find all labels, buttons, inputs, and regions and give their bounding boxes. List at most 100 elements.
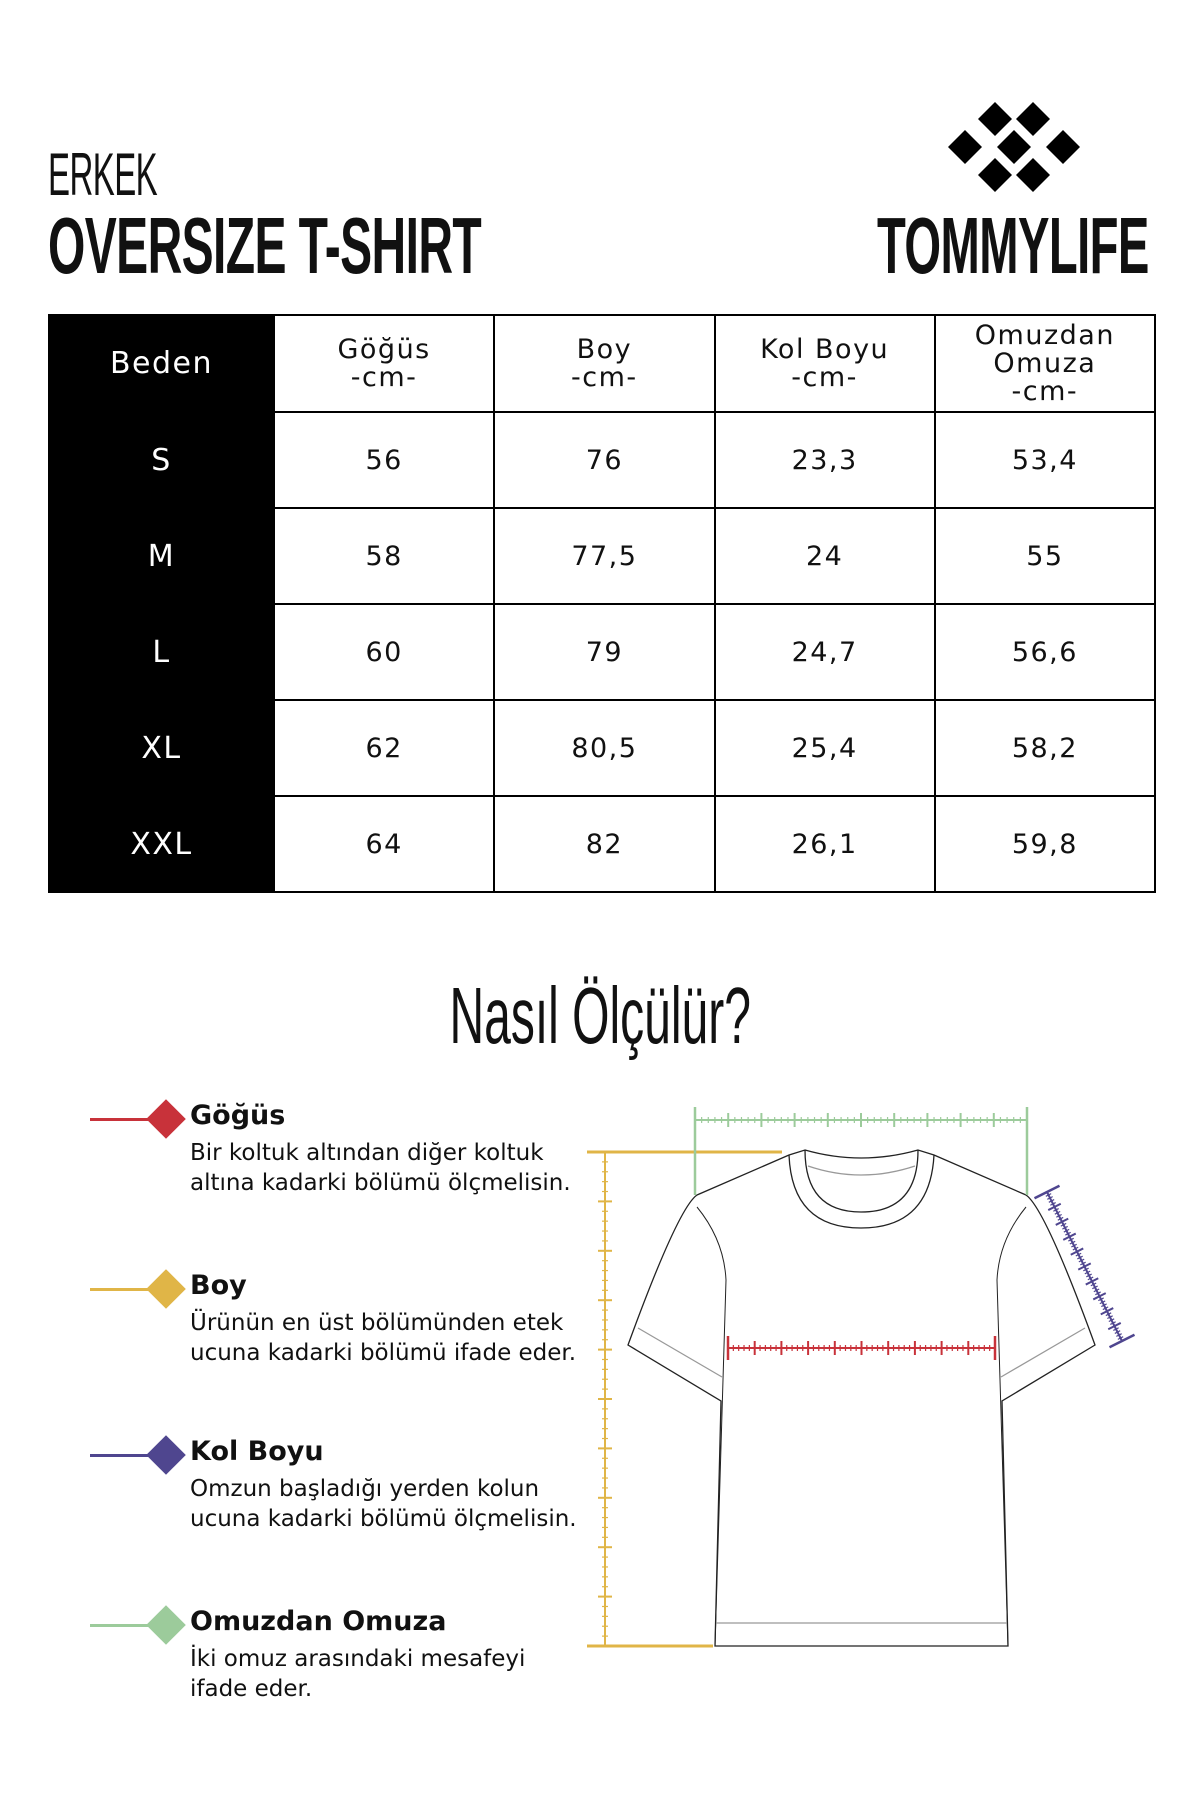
value-cell: 64 xyxy=(272,795,496,893)
diamond-icon xyxy=(146,1435,186,1475)
sleeve-ruler-tick xyxy=(1080,1261,1086,1266)
sleeve-ruler-tick xyxy=(1048,1199,1055,1203)
table-row: S 56 76 23,3 53,4 xyxy=(48,411,1157,509)
tshirt-outline xyxy=(627,1149,1096,1647)
size-table: Beden Göğüs -cm- Boy -cm- Kol Boyu -cm- Omuzdan… xyxy=(48,314,1157,893)
column-header: Omuzdan Omuza -cm- xyxy=(933,314,1157,413)
size-cell: L xyxy=(48,603,275,701)
sleeve-ruler-tick xyxy=(1065,1231,1071,1236)
value-cell: 56 xyxy=(272,411,496,509)
value-cell: 79 xyxy=(493,603,716,701)
table-row: XXL 64 82 26,1 59,8 xyxy=(48,795,1157,893)
column-header: Göğüs -cm- xyxy=(272,314,496,413)
diamond-icon xyxy=(146,1605,186,1645)
legend-line xyxy=(90,1624,160,1627)
sleeve-ruler-end xyxy=(1033,1184,1061,1200)
column-header-line: -cm- xyxy=(791,361,858,393)
sleeve-ruler-tick xyxy=(1101,1303,1107,1308)
sleeve-ruler-tick xyxy=(1071,1243,1077,1248)
sleeve-ruler-tick xyxy=(1100,1307,1114,1316)
diamond-icon xyxy=(146,1099,186,1139)
sleeve-ruler-tick xyxy=(1110,1321,1116,1326)
size-cell: XL xyxy=(48,699,275,797)
value-cell: 56,6 xyxy=(933,603,1157,701)
table-row: XL 62 80,5 25,4 58,2 xyxy=(48,699,1157,797)
sleeve-ruler-tick xyxy=(1050,1202,1056,1206)
column-header: Boy -cm- xyxy=(493,314,716,413)
sleeve-ruler-tick xyxy=(1105,1312,1112,1317)
column-header-line: Kol Boyu xyxy=(760,333,890,365)
value-cell: 59,8 xyxy=(933,795,1157,893)
value-cell: 62 xyxy=(272,699,496,797)
sleeve-ruler-tick xyxy=(1113,1327,1119,1331)
sleeve-ruler-tick xyxy=(1070,1247,1084,1256)
value-cell: 60 xyxy=(272,603,496,701)
sleeve-ruler-tick xyxy=(1114,1330,1121,1334)
sleeve-ruler-tick xyxy=(1062,1225,1068,1230)
table-row: L 60 79 24,7 56,6 xyxy=(48,603,1157,701)
sleeve-ruler-tick xyxy=(1072,1246,1079,1251)
brand-logo-icon xyxy=(948,102,1080,192)
value-cell: 53,4 xyxy=(933,411,1157,509)
sleeve-ruler-tick xyxy=(1077,1255,1083,1260)
value-cell: 55 xyxy=(933,507,1157,605)
sleeve-ruler-tick xyxy=(1095,1291,1101,1296)
column-header-line: -cm- xyxy=(350,361,418,393)
sleeve-ruler-tick xyxy=(1068,1237,1074,1242)
sleeve-ruler-tick xyxy=(1087,1276,1094,1281)
sleeve-ruler-tick xyxy=(1060,1222,1067,1227)
legend-line xyxy=(90,1454,160,1457)
size-cell: S xyxy=(48,411,275,509)
value-cell: 24 xyxy=(713,507,936,605)
column-header-line: -cm- xyxy=(1011,375,1079,407)
sleeve-ruler-tick xyxy=(1047,1196,1053,1200)
sleeve-ruler-tick xyxy=(1102,1306,1109,1311)
subtitle: ERKEK xyxy=(48,141,158,208)
tshirt-measurement-diagram xyxy=(587,1107,1136,1648)
value-cell: 25,4 xyxy=(713,699,936,797)
legend-description: İki omuz arasındaki mesafeyi ifade eder. xyxy=(190,1646,526,1702)
legend-line xyxy=(90,1118,160,1121)
column-header-line: Boy xyxy=(576,333,633,365)
legend-title: Göğüs xyxy=(190,1100,286,1131)
column-header-line: Omuza xyxy=(993,347,1097,379)
sleeve-ruler-tick xyxy=(1078,1258,1085,1263)
value-cell: 77,5 xyxy=(493,507,716,605)
value-cell: 24,7 xyxy=(713,603,936,701)
sleeve-ruler-tick xyxy=(1062,1232,1077,1241)
sleeve-ruler-tick xyxy=(1069,1240,1076,1245)
table-row: M 58 77,5 24 55 xyxy=(48,507,1157,605)
sleeve-ruler-tick xyxy=(1056,1213,1062,1218)
value-cell: 58 xyxy=(272,507,496,605)
sleeve-ruler-tick xyxy=(1117,1336,1124,1340)
sleeve-ruler-tick xyxy=(1055,1217,1069,1226)
sleeve-ruler-tick xyxy=(1083,1267,1089,1272)
size-cell: M xyxy=(48,507,275,605)
size-cell: XXL xyxy=(48,795,275,893)
column-header-line: Omuzdan xyxy=(974,319,1115,351)
sleeve-ruler-tick xyxy=(1085,1277,1099,1286)
value-cell: 80,5 xyxy=(493,699,716,797)
sleeve-ruler-tick xyxy=(1090,1282,1097,1287)
column-header-line: Beden xyxy=(109,345,214,381)
sleeve-ruler-tick xyxy=(1054,1210,1061,1215)
diamond-icon xyxy=(146,1269,186,1309)
value-cell: 23,3 xyxy=(713,411,936,509)
sleeve-ruler-tick xyxy=(1047,1202,1062,1211)
value-cell: 26,1 xyxy=(713,795,936,893)
legend-description: Bir koltuk altından diğer koltuk altına … xyxy=(190,1140,571,1196)
value-cell: 58,2 xyxy=(933,699,1157,797)
sleeve-ruler-tick xyxy=(1053,1207,1059,1212)
legend-description: Ürünün en üst bölümünden etek ucuna kada… xyxy=(190,1310,577,1366)
brand-name: TOMMYLIFE xyxy=(877,201,1149,290)
sleeve-ruler-tick xyxy=(1092,1292,1107,1301)
value-cell: 82 xyxy=(493,795,716,893)
how-to-measure-title: Nasıl Ölçülür? xyxy=(449,971,751,1060)
value-cell: 76 xyxy=(493,411,716,509)
legend-title: Kol Boyu xyxy=(190,1436,324,1467)
sleeve-ruler-end xyxy=(1108,1333,1136,1349)
sleeve-ruler-tick xyxy=(1093,1288,1100,1293)
column-header-line: Göğüs xyxy=(337,333,431,365)
legend-title: Omuzdan Omuza xyxy=(190,1606,447,1637)
sleeve-ruler-tick xyxy=(1045,1193,1052,1197)
